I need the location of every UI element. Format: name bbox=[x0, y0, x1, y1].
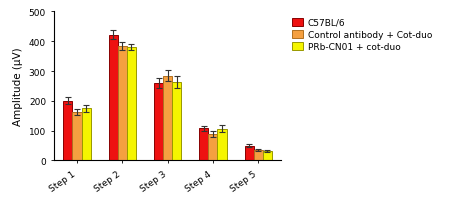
Legend: C57BL/6, Control antibody + Cot-duo, PRb-CN01 + cot-duo: C57BL/6, Control antibody + Cot-duo, PRb… bbox=[290, 17, 434, 54]
Bar bbox=[163, 76, 172, 161]
Bar bbox=[263, 151, 272, 161]
Bar bbox=[199, 129, 208, 161]
Bar bbox=[154, 84, 163, 161]
Bar bbox=[109, 35, 118, 161]
Bar bbox=[208, 135, 217, 161]
Bar bbox=[245, 146, 254, 161]
Bar bbox=[172, 83, 181, 161]
Bar bbox=[217, 129, 226, 161]
Bar bbox=[63, 101, 72, 161]
Bar bbox=[72, 112, 82, 161]
Bar bbox=[127, 48, 136, 161]
Y-axis label: Amplitude (μV): Amplitude (μV) bbox=[13, 47, 23, 126]
Bar bbox=[254, 150, 263, 161]
Bar bbox=[82, 109, 91, 161]
Bar bbox=[118, 47, 127, 161]
